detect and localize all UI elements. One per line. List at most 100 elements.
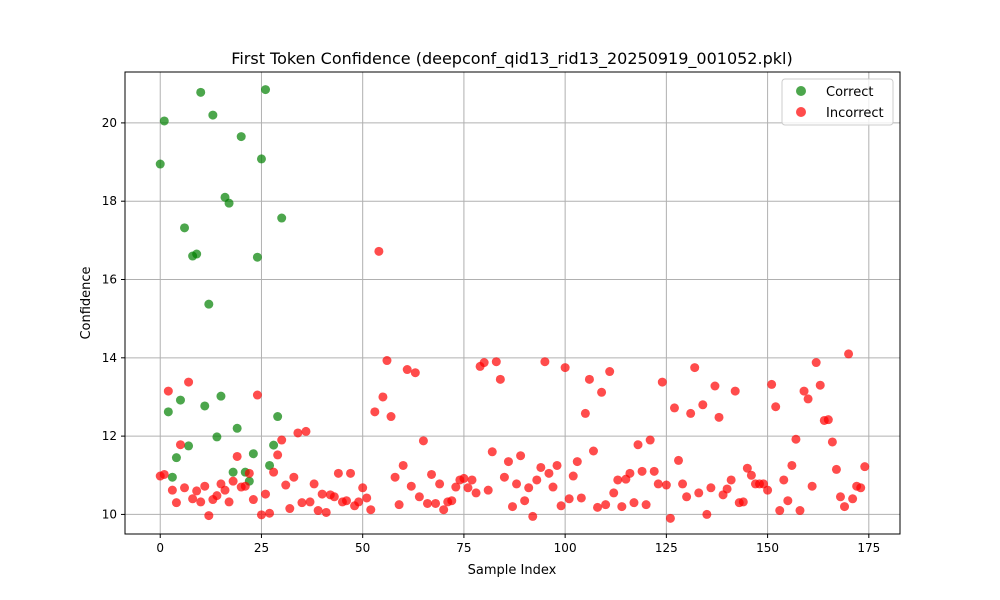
point-correct <box>216 391 226 401</box>
point-correct <box>236 132 246 142</box>
point-incorrect <box>613 475 623 485</box>
point-incorrect <box>609 488 619 498</box>
legend-label-incorrect: Incorrect <box>826 106 884 121</box>
x-tick-label: 125 <box>655 541 678 555</box>
point-incorrect <box>503 457 513 467</box>
point-incorrect <box>698 400 708 410</box>
point-correct <box>224 198 234 208</box>
plot-area <box>125 72 900 534</box>
point-incorrect <box>248 495 258 505</box>
x-tick-label: 100 <box>554 541 577 555</box>
point-incorrect <box>597 387 607 397</box>
point-incorrect <box>524 483 534 493</box>
point-incorrect <box>661 480 671 490</box>
point-correct <box>175 395 185 405</box>
point-incorrect <box>277 435 287 445</box>
point-correct <box>167 472 177 482</box>
point-incorrect <box>605 367 615 377</box>
point-incorrect <box>694 488 704 498</box>
point-incorrect <box>722 484 732 494</box>
point-incorrect <box>807 481 817 491</box>
point-incorrect <box>682 492 692 502</box>
point-incorrect <box>406 481 416 491</box>
point-incorrect <box>580 408 590 418</box>
point-incorrect <box>645 435 655 445</box>
y-tick-label: 18 <box>102 194 117 208</box>
point-correct <box>273 412 283 422</box>
y-tick-label: 20 <box>102 116 117 130</box>
point-incorrect <box>374 246 384 256</box>
point-incorrect <box>175 440 185 450</box>
point-correct <box>163 407 173 417</box>
point-incorrect <box>200 481 210 491</box>
legend-marker-correct <box>796 86 806 96</box>
point-incorrect <box>378 392 388 402</box>
point-incorrect <box>269 467 279 477</box>
point-incorrect <box>560 363 570 373</box>
point-incorrect <box>690 363 700 373</box>
point-incorrect <box>321 507 331 517</box>
point-incorrect <box>398 460 408 470</box>
point-incorrect <box>653 479 663 489</box>
x-tick-label: 75 <box>456 541 471 555</box>
x-tick-label: 175 <box>857 541 880 555</box>
point-incorrect <box>305 497 315 507</box>
point-correct <box>228 467 238 477</box>
point-incorrect <box>341 496 351 506</box>
point-incorrect <box>346 468 356 478</box>
point-incorrect <box>491 357 501 367</box>
point-incorrect <box>548 482 558 492</box>
point-incorrect <box>297 498 307 508</box>
point-incorrect <box>576 493 586 503</box>
point-correct <box>261 85 271 95</box>
point-incorrect <box>799 386 809 396</box>
point-incorrect <box>564 494 574 504</box>
point-incorrect <box>508 502 517 512</box>
point-incorrect <box>224 497 234 507</box>
y-axis-ticks: 10 12 14 16 18 20 <box>102 116 125 521</box>
point-incorrect <box>422 498 432 508</box>
point-incorrect <box>860 462 870 472</box>
x-tick-label: 150 <box>756 541 779 555</box>
point-incorrect <box>714 412 724 422</box>
point-incorrect <box>617 502 627 512</box>
x-tick-label: 0 <box>156 541 164 555</box>
point-incorrect <box>746 470 756 480</box>
point-incorrect <box>568 471 578 481</box>
point-incorrect <box>261 489 271 499</box>
x-tick-label: 25 <box>254 541 269 555</box>
legend: Correct Incorrect <box>781 78 894 126</box>
point-incorrect <box>386 412 396 422</box>
point-incorrect <box>811 358 821 368</box>
y-axis-label: Confidence <box>79 266 94 339</box>
point-incorrect <box>791 434 801 444</box>
point-incorrect <box>228 476 238 486</box>
point-incorrect <box>244 468 254 478</box>
point-incorrect <box>240 481 250 491</box>
point-incorrect <box>702 509 712 519</box>
point-incorrect <box>354 497 364 507</box>
point-incorrect <box>674 455 684 465</box>
point-incorrect <box>795 506 805 516</box>
point-correct <box>212 432 222 442</box>
plot-frame <box>124 71 901 535</box>
legend-marker-incorrect <box>796 107 806 117</box>
point-incorrect <box>159 469 169 479</box>
point-correct <box>232 423 242 433</box>
point-incorrect <box>815 380 825 390</box>
point-incorrect <box>540 357 550 367</box>
grid-lines <box>125 72 900 534</box>
point-incorrect <box>192 486 202 496</box>
point-incorrect <box>281 480 291 490</box>
point-incorrect <box>742 463 752 473</box>
point-correct <box>208 110 218 120</box>
point-incorrect <box>313 506 323 516</box>
point-incorrect <box>358 483 368 493</box>
point-incorrect <box>633 440 643 450</box>
point-incorrect <box>451 482 461 492</box>
point-incorrect <box>588 446 598 456</box>
point-correct <box>192 249 202 259</box>
point-incorrect <box>171 498 181 508</box>
point-incorrect <box>427 469 437 479</box>
point-incorrect <box>827 437 837 447</box>
